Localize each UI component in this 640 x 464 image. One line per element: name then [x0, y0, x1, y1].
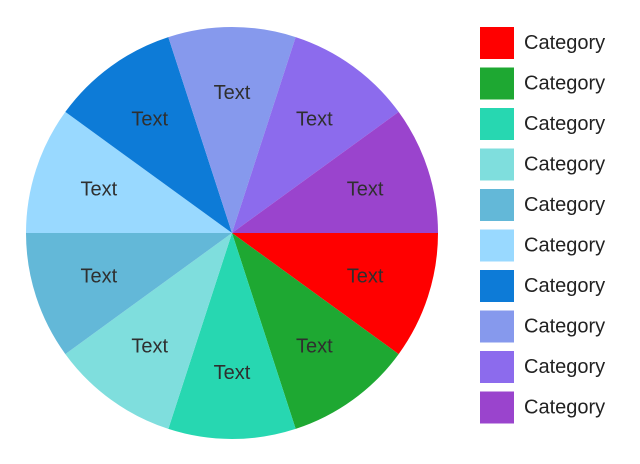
slice-data-label-6: Text — [81, 179, 118, 201]
legend: Category Category Category Category Category… — [480, 27, 605, 424]
legend-swatch-4 — [480, 148, 514, 181]
pie-slice-9 — [232, 37, 399, 233]
pie-slice-2 — [232, 233, 399, 429]
legend-label-5: Category — [524, 194, 605, 216]
legend-swatch-8 — [480, 310, 514, 343]
legend-swatch-1 — [480, 27, 514, 59]
legend-label-6: Category — [524, 235, 605, 257]
pie-slice-10 — [232, 111, 438, 233]
slice-data-label-8: Text — [214, 82, 251, 104]
pie-slice-7 — [65, 37, 232, 233]
slice-data-label-10: Text — [347, 179, 384, 201]
slice-data-label-3: Text — [214, 362, 251, 384]
slice-data-label-5: Text — [81, 265, 118, 287]
pie-slice-5 — [26, 233, 232, 355]
legend-swatch-7 — [480, 270, 514, 302]
slice-data-label-1: Text — [347, 265, 384, 287]
pie-slice-labels: Text Text Text Text Text Text Text Text Text Text — [81, 82, 384, 384]
legend-label-10: Category — [524, 397, 605, 419]
slice-data-label-7: Text — [131, 109, 168, 131]
slice-data-label-4: Text — [131, 335, 168, 357]
pie-slices — [26, 26, 438, 440]
legend-swatch-2 — [480, 67, 514, 100]
legend-swatch-5 — [480, 189, 514, 221]
legend-swatch-10 — [480, 391, 514, 424]
legend-label-3: Category — [524, 113, 605, 135]
legend-label-1: Category — [524, 32, 605, 54]
legend-swatch-6 — [480, 229, 514, 262]
slice-data-label-2: Text — [296, 335, 333, 357]
pie-slice-6 — [26, 111, 232, 233]
pie-slice-8 — [168, 26, 296, 233]
legend-swatch-3 — [480, 108, 514, 140]
legend-label-9: Category — [524, 356, 605, 378]
legend-label-7: Category — [524, 275, 605, 297]
legend-swatch-9 — [480, 351, 514, 383]
pie-slice-3 — [168, 233, 296, 440]
legend-label-8: Category — [524, 316, 605, 338]
pie-slice-4 — [65, 233, 232, 429]
slice-data-label-9: Text — [296, 109, 333, 131]
legend-label-2: Category — [524, 73, 605, 95]
legend-label-4: Category — [524, 154, 605, 176]
pie-slice-1 — [232, 233, 438, 355]
